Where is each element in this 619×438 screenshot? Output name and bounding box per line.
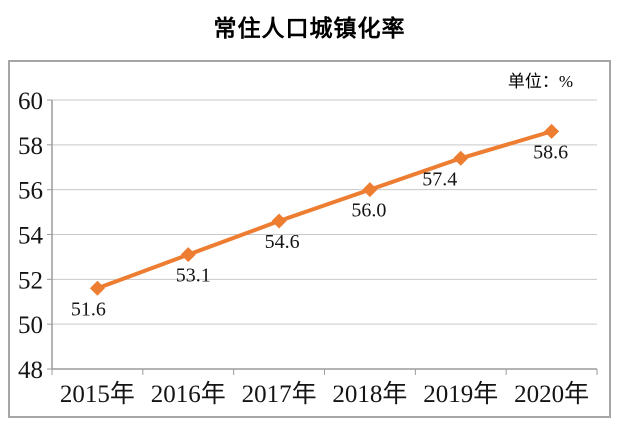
data-point-marker [271, 213, 287, 229]
data-point-marker [453, 150, 469, 166]
x-tick-label: 2020年 [514, 380, 589, 408]
plot-area: 48 50 52 54 56 58 60 2015年 2016年 2017年 2018年 2019年 2… [18, 88, 598, 408]
chart-frame: 单位：% 48 50 52 54 56 58 60 2015年 2016年 2017年 2018年 2… [8, 60, 611, 418]
data-label: 53.1 [176, 265, 211, 287]
y-tick-label: 52 [18, 267, 43, 294]
x-tick-label: 2016年 [151, 380, 226, 408]
data-line [95, 129, 554, 291]
data-point-marker [89, 280, 105, 296]
data-label: 57.4 [422, 168, 457, 190]
chart-title: 常住人口城镇化率 [213, 15, 406, 41]
data-label: 58.6 [533, 141, 568, 163]
y-tick-label: 60 [18, 88, 43, 115]
data-point-marker [362, 182, 378, 198]
data-label: 54.6 [265, 231, 300, 253]
x-tick-label: 2018年 [332, 380, 407, 408]
y-tick-label: 56 [18, 178, 43, 205]
unit-label: 单位：% [507, 72, 573, 91]
x-tick-label: 2015年 [60, 380, 135, 408]
data-point-marker [544, 123, 560, 139]
data-point-marker [180, 247, 196, 263]
x-tick-label: 2017年 [242, 380, 317, 408]
y-tick-label: 50 [18, 312, 43, 339]
data-label: 56.0 [351, 200, 386, 222]
data-label: 51.6 [71, 298, 106, 320]
y-tick-label: 48 [18, 357, 43, 384]
x-tick-label: 2019年 [423, 380, 498, 408]
y-tick-label: 54 [18, 223, 44, 250]
y-tick-label: 58 [18, 133, 43, 160]
